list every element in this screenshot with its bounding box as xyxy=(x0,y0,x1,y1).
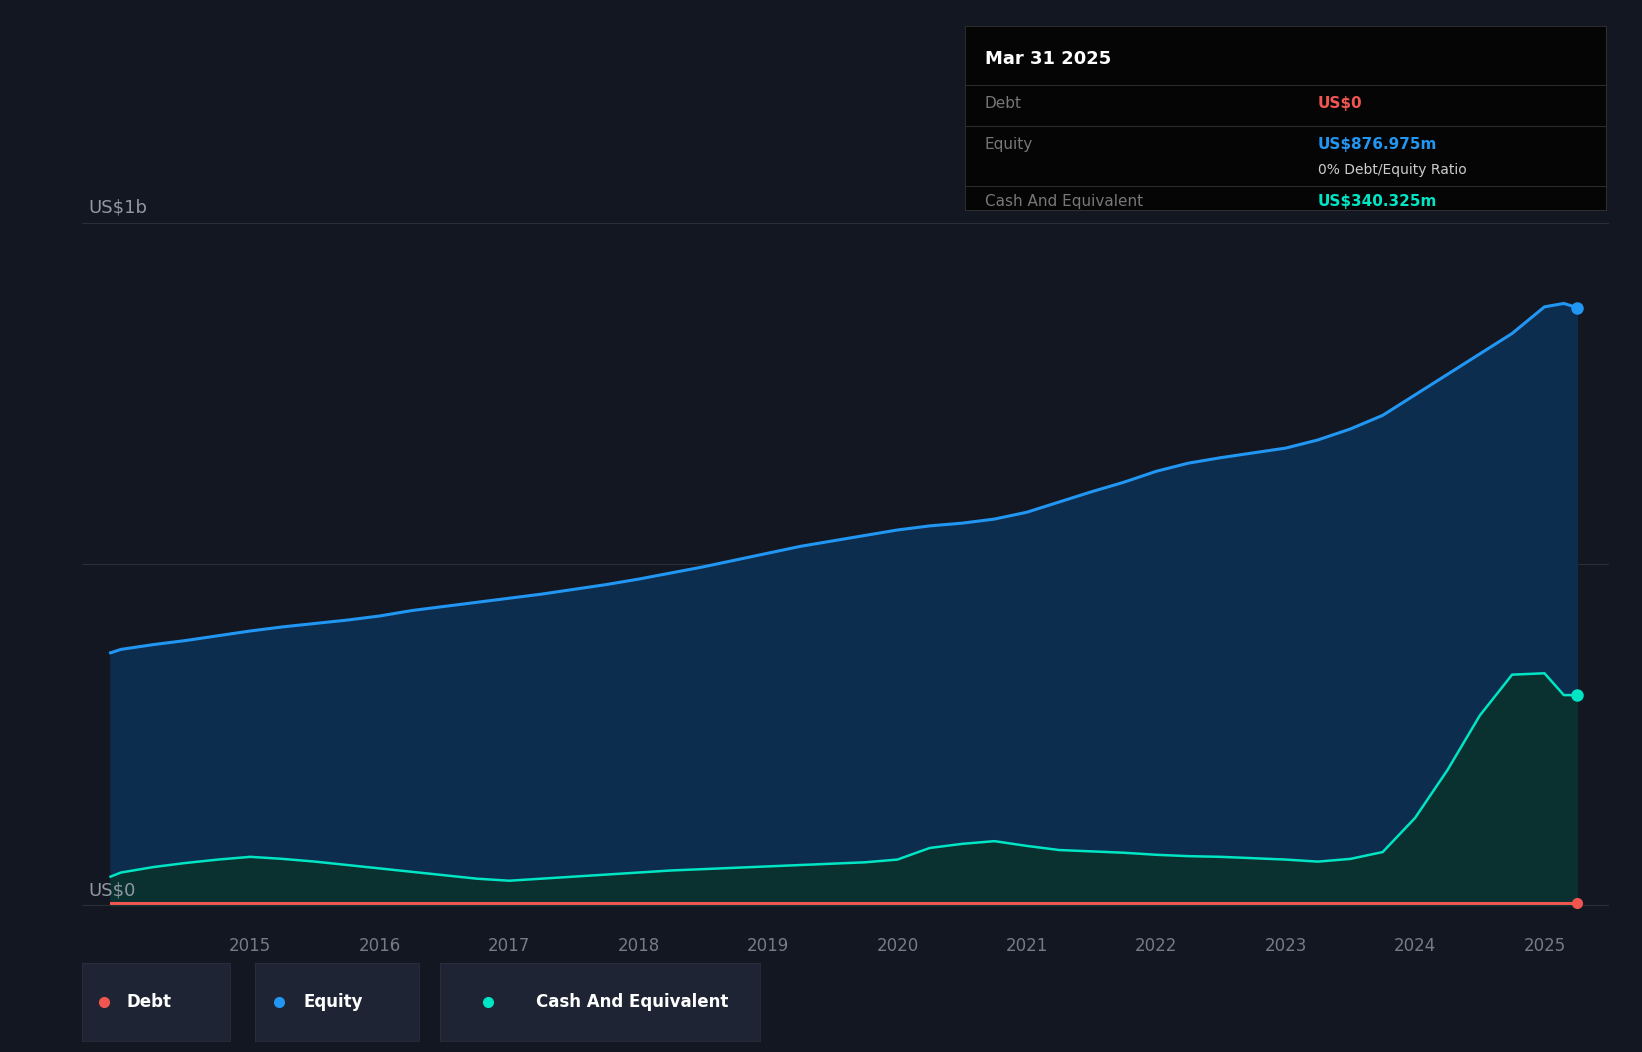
Text: Cash And Equivalent: Cash And Equivalent xyxy=(535,993,729,1011)
Text: US$876.975m: US$876.975m xyxy=(1319,137,1437,151)
Text: Debt: Debt xyxy=(126,993,171,1011)
Text: 0% Debt/Equity Ratio: 0% Debt/Equity Ratio xyxy=(1319,163,1466,177)
Text: Equity: Equity xyxy=(304,993,363,1011)
Text: Debt: Debt xyxy=(985,96,1021,112)
Text: US$0: US$0 xyxy=(89,882,136,899)
Text: US$0: US$0 xyxy=(1319,96,1363,112)
Text: US$1b: US$1b xyxy=(89,198,148,216)
Text: US$340.325m: US$340.325m xyxy=(1319,194,1437,208)
Text: Equity: Equity xyxy=(985,137,1033,151)
Text: Mar 31 2025: Mar 31 2025 xyxy=(985,50,1112,68)
Text: Cash And Equivalent: Cash And Equivalent xyxy=(985,194,1143,208)
